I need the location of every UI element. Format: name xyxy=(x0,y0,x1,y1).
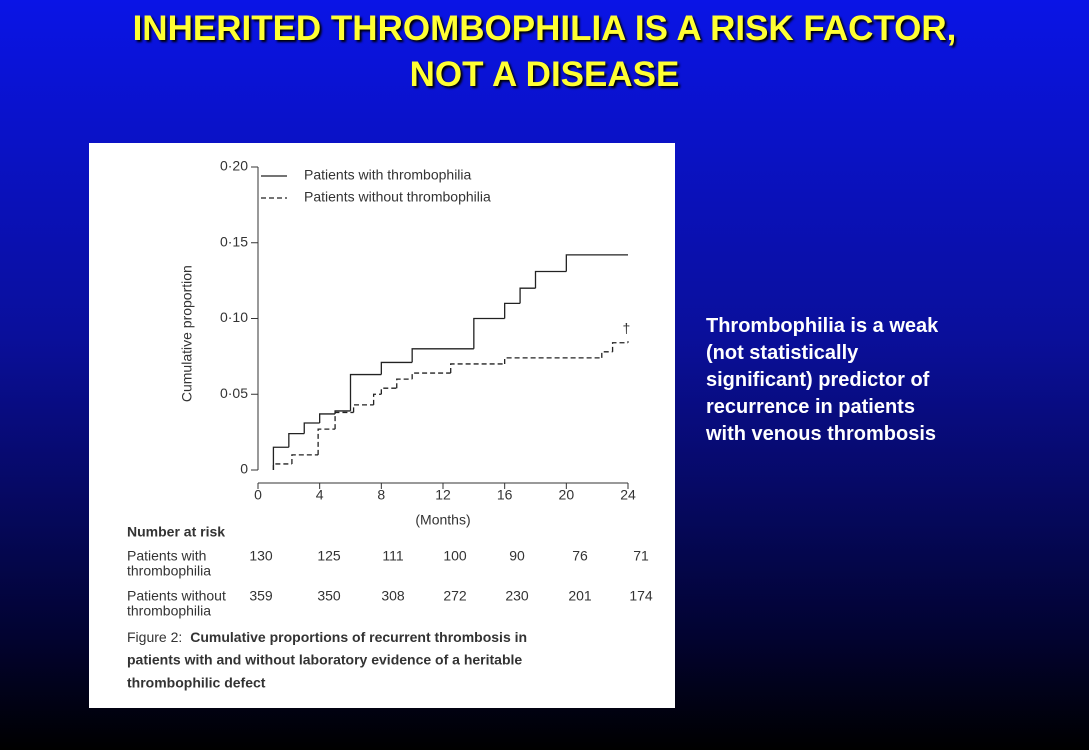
step-segment xyxy=(565,254,628,272)
side-line: (not statistically xyxy=(706,342,859,364)
slide-title: INHERITED THROMBOPHILIA IS A RISK FACTOR… xyxy=(0,6,1089,98)
step-segment xyxy=(317,428,336,455)
y-tick-label: 0·05 xyxy=(220,385,248,401)
risk-value: 100 xyxy=(443,548,467,564)
x-tick-label: 16 xyxy=(497,487,513,503)
side-line: recurrence in patients xyxy=(706,396,915,418)
step-segment xyxy=(372,393,382,405)
y-tick-label: 0·20 xyxy=(220,158,248,174)
risk-value: 130 xyxy=(249,548,273,564)
risk-value: 71 xyxy=(633,548,649,564)
step-segment xyxy=(534,270,567,289)
x-axis-label: (Months) xyxy=(415,512,470,528)
x-tick-label: 0 xyxy=(254,487,262,503)
risk-value: 76 xyxy=(572,548,588,564)
risk-value: 308 xyxy=(381,588,405,604)
x-tick-label: 12 xyxy=(435,487,451,503)
x-tick-label: 4 xyxy=(316,487,324,503)
step-segment xyxy=(473,317,505,349)
step-segment xyxy=(504,302,521,319)
step-segment xyxy=(291,454,319,464)
caption-text: Cumulative proportions of recurrent thro… xyxy=(190,629,527,645)
step-segment xyxy=(450,363,505,374)
step-segment xyxy=(396,378,413,389)
step-segment xyxy=(611,342,628,352)
step-segment xyxy=(272,446,289,470)
risk-value: 111 xyxy=(382,548,403,564)
caption-line: Figure 2: Cumulative proportions of recur… xyxy=(127,629,527,645)
step-segment xyxy=(288,432,305,448)
x-tick-label: 24 xyxy=(620,487,636,503)
side-text: Thrombophilia is a weak (not statistical… xyxy=(706,313,1036,448)
step-segment xyxy=(349,373,382,411)
risk-row-label: thrombophilia xyxy=(127,603,211,619)
title-line: NOT A DISEASE xyxy=(409,55,680,94)
legend-label: Patients with thrombophilia xyxy=(304,167,472,183)
y-tick-label: 0·10 xyxy=(220,309,248,325)
risk-value: 350 xyxy=(317,588,341,604)
step-segment xyxy=(411,348,474,363)
risk-value: 230 xyxy=(505,588,529,604)
y-tick-label: 0 xyxy=(240,461,248,477)
risk-value: 359 xyxy=(249,588,273,604)
step-segment xyxy=(319,413,336,424)
step-segment xyxy=(519,287,536,304)
risk-row-label: Patients with xyxy=(127,548,206,564)
side-line: significant) predictor of xyxy=(706,369,930,391)
risk-value: 174 xyxy=(629,588,653,604)
annotation: † xyxy=(623,320,631,336)
caption-line: thrombophilic defect xyxy=(127,675,266,691)
step-segment xyxy=(504,357,602,364)
step-segment xyxy=(272,463,292,470)
step-segment xyxy=(411,372,451,380)
x-tick-label: 8 xyxy=(377,487,385,503)
risk-value: 201 xyxy=(568,588,592,604)
risk-value: 272 xyxy=(443,588,467,604)
y-axis-label: Cumulative proportion xyxy=(179,265,195,402)
side-line: Thrombophilia is a weak xyxy=(706,315,939,337)
caption-label: Figure 2: xyxy=(127,629,182,645)
step-segment xyxy=(380,387,397,395)
y-tick-label: 0·15 xyxy=(220,233,248,249)
caption-line: patients with and without laboratory evi… xyxy=(127,652,522,668)
step-segment xyxy=(303,422,320,434)
step-segment xyxy=(334,411,354,430)
risk-value: 90 xyxy=(509,548,525,564)
title-line: INHERITED THROMBOPHILIA IS A RISK FACTOR… xyxy=(132,9,957,48)
legend-label: Patients without thrombophilia xyxy=(304,189,491,205)
risk-row-label: Patients without xyxy=(127,588,226,604)
step-segment xyxy=(601,351,613,358)
step-segment xyxy=(352,404,374,413)
risk-row-label: thrombophilia xyxy=(127,563,211,579)
step-segment xyxy=(380,361,413,375)
risk-table-title: Number at risk xyxy=(127,524,225,540)
risk-value: 125 xyxy=(317,548,341,564)
side-line: with venous thrombosis xyxy=(706,423,937,445)
figure-panel: 0 0·05 0·10 0·15 0·20 0 4 8 12 16 20 24 (Months) Cumu… xyxy=(89,143,675,708)
x-tick-label: 20 xyxy=(559,487,575,503)
chart: 0 0·05 0·10 0·15 0·20 0 4 8 12 16 20 24 (Months) Cumu… xyxy=(127,158,653,691)
